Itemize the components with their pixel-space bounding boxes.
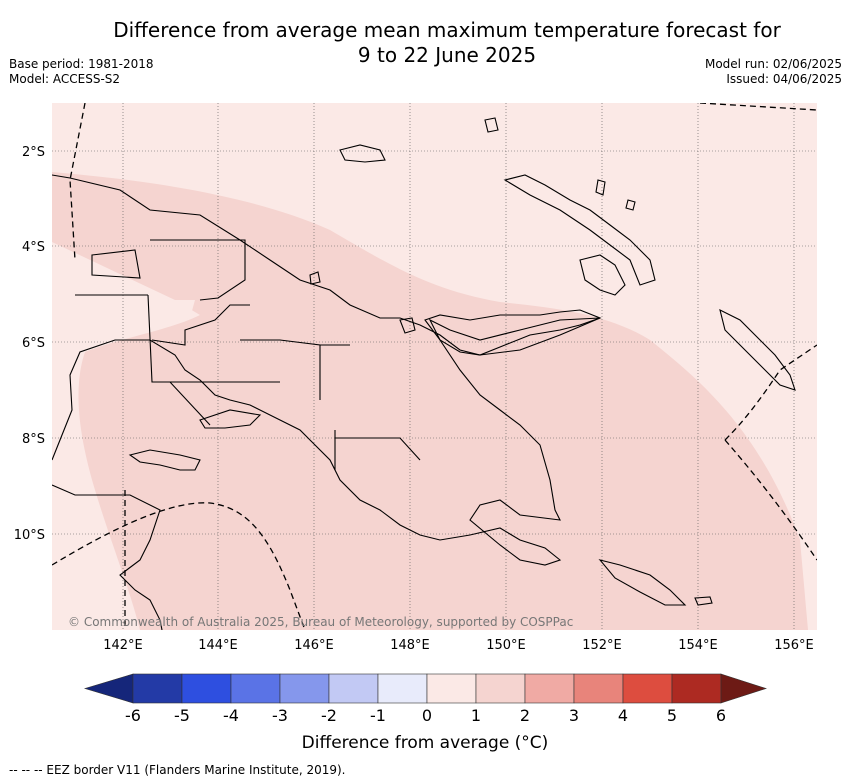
- copyright-text: © Commonwealth of Australia 2025, Bureau…: [68, 615, 573, 629]
- colorbar-tick-label: 0: [422, 706, 432, 725]
- lon-tick-label: 150°E: [486, 638, 526, 653]
- colorbar-segment: [377, 673, 428, 704]
- colorbar: [83, 673, 767, 704]
- colorbar-segment: [279, 673, 330, 704]
- new-ireland: [503, 174, 656, 286]
- lon-tick-label: 156°E: [774, 638, 814, 653]
- manus-island: [339, 144, 386, 163]
- colorbar-tick-label: -6: [125, 706, 141, 725]
- west-boundary: [75, 249, 148, 296]
- south-coast-detail: [128, 409, 262, 471]
- colorbar-tick-label: 5: [667, 706, 677, 725]
- colorbar-segment: [426, 673, 477, 704]
- lat-tick-label: 8°S: [22, 432, 45, 447]
- lon-tick-label: 152°E: [582, 638, 622, 653]
- colorbar-segment: [671, 673, 722, 704]
- map-title: Difference from average mean maximum tem…: [0, 18, 850, 68]
- torres-strait-coast: [52, 484, 163, 630]
- colorbar-tick-label: -4: [223, 706, 239, 725]
- title-line-2: 9 to 22 June 2025: [357, 43, 537, 67]
- new-britain: [424, 309, 602, 356]
- colorbar-ticks: -6 -5 -4 -3 -2 -1 0 1 2 3 4 5 6: [125, 706, 726, 725]
- province-boundaries: [150, 239, 421, 470]
- colorbar-low-extend: [83, 673, 134, 704]
- colorbar-tick-label: -1: [370, 706, 386, 725]
- bougainville: [719, 308, 796, 391]
- lon-tick-label: 144°E: [198, 638, 238, 653]
- model-run: Model run: 02/06/2025: [704, 57, 842, 71]
- colorbar-tick-label: -3: [272, 706, 288, 725]
- base-period: Base period: 1981-2018: [9, 57, 154, 71]
- title-line-1: Difference from average mean maximum tem…: [113, 18, 781, 42]
- lon-tick-label: 142°E: [103, 638, 143, 653]
- colorbar-tick-label: -2: [321, 706, 337, 725]
- colorbar-tick-label: 3: [569, 706, 579, 725]
- lon-tick-label: 154°E: [678, 638, 718, 653]
- colorbar-segment: [622, 673, 673, 704]
- lat-tick-label: 4°S: [22, 240, 45, 255]
- islands-east: [309, 271, 713, 606]
- eez-legend: -- -- -- EEZ border V11 (Flanders Marine…: [9, 763, 346, 777]
- colorbar-segment: [181, 673, 232, 704]
- lat-tick-label: 10°S: [14, 528, 45, 543]
- colorbar-tick-label: 2: [520, 706, 530, 725]
- metadata-right: Model run: 02/06/2025 Issued: 04/06/2025: [705, 57, 842, 87]
- colorbar-label: Difference from average (°C): [301, 733, 549, 753]
- colorbar-segment: [230, 673, 281, 704]
- colorbar-tick-label: 1: [471, 706, 481, 725]
- png-indonesia-border: [147, 294, 211, 426]
- anomaly-zone-1-2: [52, 172, 808, 630]
- colorbar-segment: [132, 673, 183, 704]
- model-name: Model: ACCESS-S2: [9, 72, 121, 86]
- lon-tick-label: 146°E: [294, 638, 334, 653]
- lat-tick-labels: 2°S 4°S 6°S 8°S 10°S: [14, 145, 45, 543]
- colorbar-segment: [328, 673, 379, 704]
- colorbar-segment: [573, 673, 624, 704]
- colorbar-tick-label: -5: [174, 706, 190, 725]
- lat-tick-label: 6°S: [22, 336, 45, 351]
- islands-north: [484, 117, 636, 296]
- colorbar-tick-label: 6: [716, 706, 726, 725]
- eez-borders: [52, 103, 817, 630]
- land-outlines: [52, 117, 796, 630]
- colorbar-high-extend: [720, 673, 767, 704]
- lat-tick-label: 2°S: [22, 145, 45, 160]
- anomaly-zone-0-1-inner: [100, 300, 195, 340]
- lon-tick-label: 148°E: [390, 638, 430, 653]
- metadata-left: Base period: 1981-2018 Model: ACCESS-S2: [9, 57, 154, 87]
- issued-date: Issued: 04/06/2025: [726, 72, 842, 86]
- colorbar-segment: [475, 673, 526, 704]
- lon-tick-labels: 142°E 144°E 146°E 148°E 150°E 152°E 154°…: [103, 638, 814, 653]
- graticule: [52, 103, 817, 630]
- map-area: © Commonwealth of Australia 2025, Bureau…: [52, 103, 817, 630]
- colorbar-segment: [524, 673, 575, 704]
- colorbar-tick-label: 4: [618, 706, 628, 725]
